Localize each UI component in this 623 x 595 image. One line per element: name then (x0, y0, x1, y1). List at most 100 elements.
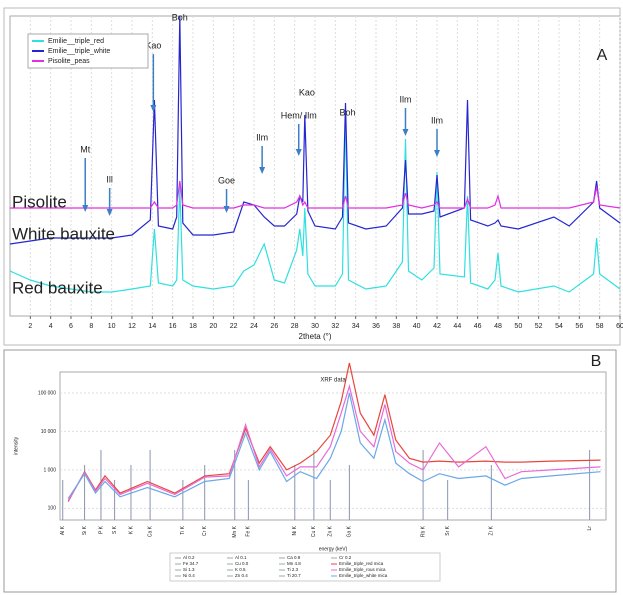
annotation: Boh (172, 12, 188, 22)
element-label: Fe K (246, 525, 252, 536)
legend-label: Fe 34.7 (183, 561, 199, 566)
plot-area (59, 371, 607, 521)
x-tick-label: 54 (555, 323, 563, 330)
arrow-head (106, 209, 113, 216)
legend-label: Zn 0.4 (235, 573, 248, 578)
legend-label: Emilie_triple_white mica (339, 573, 388, 578)
legend-label: Al 0.1 (235, 555, 247, 560)
element-label: Al K (60, 525, 66, 535)
legend-label: Mn 4.8 (287, 561, 301, 566)
x-tick-label: 40 (413, 323, 421, 330)
legend-label: Ti 20.7 (287, 573, 301, 578)
element-label: P K (98, 525, 104, 534)
x-axis-label: 2theta (°) (299, 332, 332, 341)
annotation: Ill (106, 174, 113, 184)
x-tick-label: 60 (616, 323, 623, 330)
element-label: Ni K (292, 525, 298, 535)
x-tick-label: 38 (392, 323, 400, 330)
element-label: Si K (82, 525, 88, 535)
element-label: Zn K (328, 525, 334, 536)
annotation: Mt (80, 144, 90, 154)
x-tick-label: 44 (453, 323, 461, 330)
annotation: Ilm (431, 115, 443, 125)
legend-label: Emilie_triple_rous mica (339, 567, 386, 572)
annotation: Ilm (256, 132, 268, 142)
legend-label: Emilie_triple_red mica (339, 561, 384, 566)
sample-label: White bauxite (12, 224, 115, 243)
x-tick-label: 4 (49, 323, 53, 330)
y-axis-label: intensity (13, 436, 19, 455)
annotation: Kao (145, 40, 161, 50)
element-label: Mn K (232, 525, 238, 537)
arrow-head (223, 206, 230, 213)
legend-label: Ca 0.9 (287, 555, 301, 560)
x-tick-label: 36 (372, 323, 380, 330)
sample-label: Pisolite (12, 192, 67, 211)
element-label: Sr K (445, 525, 451, 535)
y-tick-label: 100 (48, 506, 57, 512)
x-tick-label: 8 (89, 323, 93, 330)
sample-label: Red bauxite (12, 278, 103, 297)
x-tick-label: 30 (311, 323, 319, 330)
panel-label: B (591, 353, 602, 370)
legend-label: Ti 2.3 (287, 567, 299, 572)
y-tick-label: 100 000 (38, 390, 56, 396)
series-line (67, 362, 601, 502)
series-line (67, 383, 601, 501)
annotation: Boh (340, 107, 356, 117)
arrow-head (150, 105, 157, 112)
legend-label: Si 1.3 (183, 567, 195, 572)
x-tick-label: 34 (352, 323, 360, 330)
chart-title: XRF data (320, 378, 346, 384)
legend-label: Al 0.2 (183, 555, 195, 560)
x-tick-label: 24 (250, 323, 258, 330)
series-line (67, 392, 601, 499)
element-label: Rb K (420, 525, 426, 537)
legend-label: Cr 0.2 (339, 555, 352, 560)
y-tick-label: 1 000 (43, 467, 56, 473)
element-label: Zr K (489, 525, 495, 535)
x-tick-label: 20 (209, 323, 217, 330)
panel-label: A (597, 47, 608, 64)
annotation: Hem/ Ilm (281, 110, 317, 120)
legend-box (169, 552, 441, 582)
legend-label: Ni 0.4 (183, 573, 195, 578)
x-axis-label: energy (keV) (319, 546, 348, 552)
arrow-head (295, 149, 302, 156)
x-tick-label: 2 (28, 323, 32, 330)
element-label: K K (128, 525, 134, 534)
annotation: Kao (299, 87, 315, 97)
annotation: Ilm (399, 94, 411, 104)
legend-label: Pisolite_peas (48, 58, 90, 65)
x-tick-label: 58 (596, 323, 604, 330)
element-label: Ca K (147, 525, 153, 537)
x-tick-label: 32 (331, 323, 339, 330)
x-tick-label: 12 (128, 323, 136, 330)
element-label: Lr (587, 526, 593, 531)
x-tick-label: 50 (514, 323, 522, 330)
x-tick-label: 14 (148, 323, 156, 330)
legend-label: K 0.5 (235, 567, 246, 572)
element-label: Ga K (347, 525, 353, 537)
annotation: Goe (218, 175, 235, 185)
element-label: Cu K (311, 525, 317, 537)
legend-label: Cu 0.0 (235, 561, 249, 566)
x-tick-label: 52 (535, 323, 543, 330)
element-label: Cr K (202, 525, 208, 536)
x-tick-label: 48 (494, 323, 502, 330)
legend-box (27, 33, 149, 69)
series-line (9, 15, 621, 245)
series-line (9, 114, 621, 293)
x-tick-label: 10 (108, 323, 116, 330)
x-tick-label: 28 (291, 323, 299, 330)
x-tick-label: 18 (189, 323, 197, 330)
element-label: Ti K (180, 525, 186, 534)
arrow-head (259, 167, 266, 174)
arrow-head (82, 205, 89, 212)
element-label: S K (112, 525, 118, 534)
arrow-head (434, 150, 440, 157)
legend-label: Emilie__triple_red (48, 38, 104, 45)
x-tick-label: 22 (230, 323, 238, 330)
x-tick-label: 6 (69, 323, 73, 330)
